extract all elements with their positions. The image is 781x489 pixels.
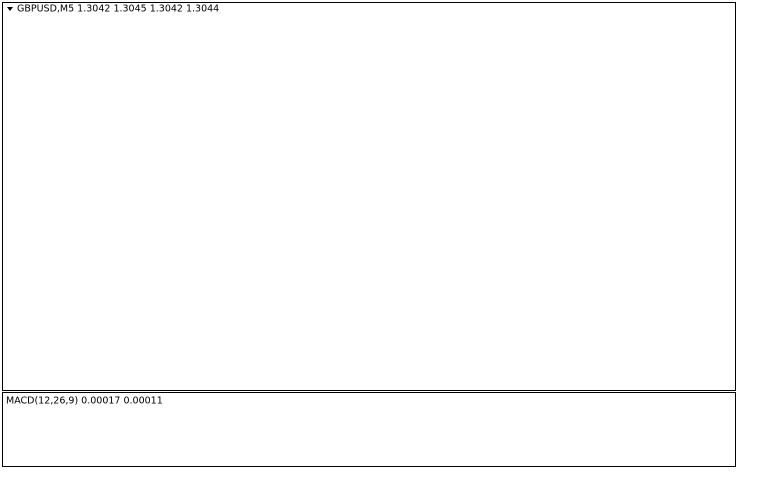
macd-title: MACD(12,26,9) 0.00017 0.00011 xyxy=(6,396,163,407)
macd-frame xyxy=(2,392,736,467)
price-frame xyxy=(2,2,736,391)
chart-title: GBPUSD,M5 1.3042 1.3045 1.3042 1.3044 xyxy=(17,4,219,15)
menu-arrow xyxy=(7,7,13,11)
